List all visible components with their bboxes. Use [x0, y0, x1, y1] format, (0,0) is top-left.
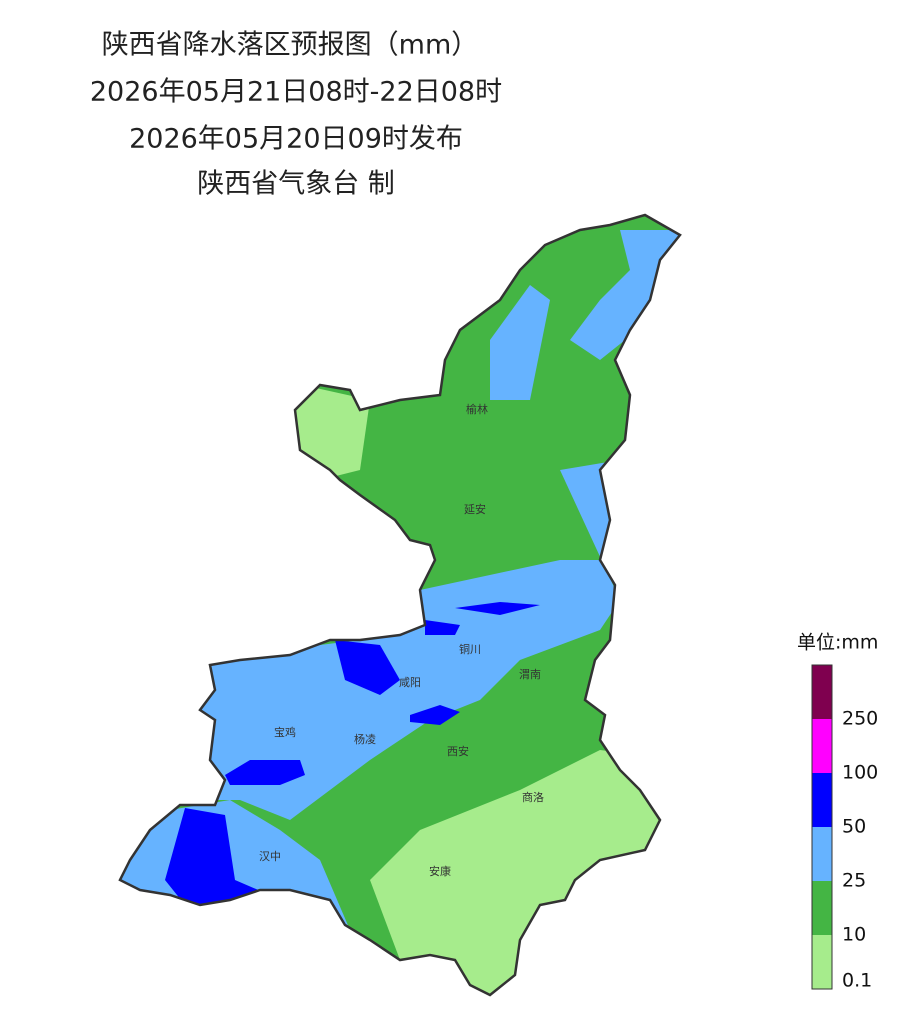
zone-50	[455, 602, 540, 615]
zone-50	[165, 808, 270, 920]
legend-swatch	[812, 773, 832, 827]
city-label: 宝鸡	[274, 725, 296, 739]
zone-25	[490, 285, 550, 400]
city-label: 咸阳	[399, 676, 421, 689]
city-label: 汉中	[259, 850, 281, 863]
legend-frame	[811, 664, 833, 990]
legend-label: 10	[842, 924, 866, 946]
issued: 2026年05月20日09时发布	[129, 124, 463, 155]
legend-swatch	[812, 935, 832, 989]
map	[120, 215, 680, 995]
zone-50	[425, 620, 460, 635]
city-label: 杨凌	[354, 732, 376, 746]
zone-50	[410, 705, 460, 725]
legend-label: 0.1	[842, 970, 872, 992]
legend-label: 250	[842, 708, 878, 730]
city-label: 延安	[464, 502, 486, 516]
legend-swatch	[812, 719, 832, 773]
legend-label: 100	[842, 762, 878, 784]
legend-label: 25	[842, 870, 866, 892]
issuer: 陕西省气象台 制	[197, 169, 395, 200]
city-label: 西安	[447, 744, 469, 758]
legend-label: 50	[842, 816, 866, 838]
city-label: 铜川	[459, 642, 481, 656]
zone-50	[335, 640, 400, 695]
zone-50	[225, 760, 305, 785]
city-label: 商洛	[522, 790, 544, 804]
zone-light	[280, 380, 370, 480]
city-label: 榆林	[466, 402, 488, 416]
legend: 单位:mm 250 100 50 25 10 0.1	[797, 632, 878, 992]
legend-swatch	[812, 665, 832, 719]
legend-title: 单位:mm	[797, 632, 878, 654]
title: 陕西省降水落区预报图（mm）	[102, 30, 479, 61]
city-label: 渭南	[519, 668, 541, 681]
legend-swatch	[812, 827, 832, 881]
period: 2026年05月21日08时-22日08时	[90, 77, 502, 108]
legend-swatch	[812, 881, 832, 935]
city-label: 安康	[429, 864, 451, 878]
zone-25	[200, 460, 620, 820]
